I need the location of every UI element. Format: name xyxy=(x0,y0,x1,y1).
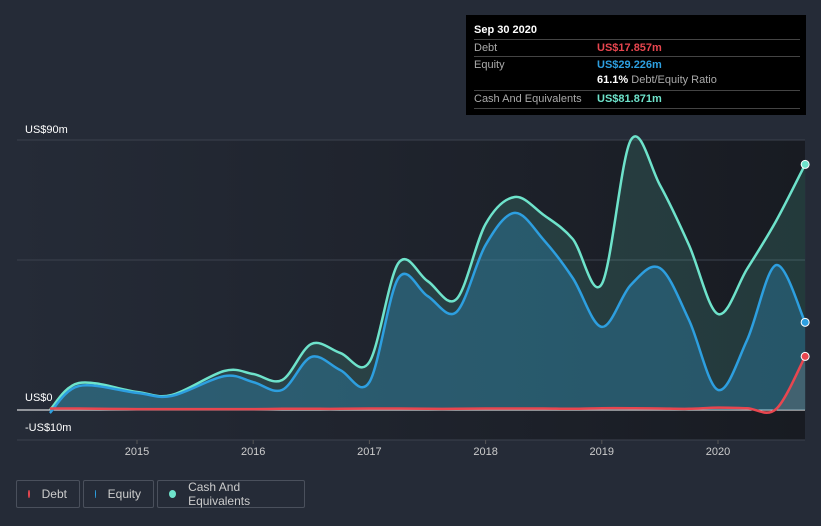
tooltip-ratio-label: Debt/Equity Ratio xyxy=(631,74,717,86)
tooltip: Sep 30 2020 Debt US$17.857m Equity US$29… xyxy=(466,15,806,115)
x-tick-label: 2017 xyxy=(357,446,382,458)
chart-canvas xyxy=(17,135,810,444)
equity-endpoint xyxy=(800,317,810,327)
equity-area xyxy=(49,212,806,413)
cash-endpoint xyxy=(800,159,810,169)
legend-item-equity[interactable]: Equity xyxy=(83,480,154,508)
legend-item-debt[interactable]: Debt xyxy=(16,480,80,508)
x-tick-label: 2016 xyxy=(240,446,266,458)
legend-item-cash[interactable]: Cash And Equivalents xyxy=(157,480,305,508)
tooltip-ratio: 61.1% Debt/Equity Ratio xyxy=(597,74,717,86)
tooltip-equity-row: Equity US$29.226m xyxy=(474,56,800,74)
x-tick-label: 2020 xyxy=(705,446,731,458)
tooltip-cash-row: Cash And Equivalents US$81.871m xyxy=(474,90,800,109)
tooltip-debt-row: Debt US$17.857m xyxy=(474,39,800,57)
legend-label: Debt xyxy=(41,487,67,501)
y-tick-label: US$0 xyxy=(25,392,53,404)
tooltip-cash-value: US$81.871m xyxy=(597,93,662,105)
equity-dot-icon xyxy=(95,490,96,498)
legend-label: Cash And Equivalents xyxy=(188,480,251,508)
x-tick-label: 2019 xyxy=(589,446,615,458)
tooltip-ratio-value: 61.1% xyxy=(597,74,629,86)
debt-line xyxy=(49,355,807,414)
tooltip-debt-label: Debt xyxy=(474,42,498,54)
plot-area xyxy=(17,140,805,440)
equity-line xyxy=(48,211,807,414)
x-tick-label: 2018 xyxy=(473,446,498,458)
x-tick-label: 2015 xyxy=(124,446,150,458)
debt-dot-icon xyxy=(28,490,30,498)
legend-label: Equity xyxy=(107,487,141,501)
y-tick-label: -US$10m xyxy=(25,422,72,434)
cash-dot-icon xyxy=(169,490,177,498)
y-tick-label: US$90m xyxy=(25,124,68,136)
cash-line xyxy=(48,135,807,411)
tooltip-date: Sep 30 2020 xyxy=(474,24,537,36)
tooltip-cash-label: Cash And Equivalents xyxy=(474,93,582,105)
tooltip-debt-value: US$17.857m xyxy=(597,42,662,54)
debt-endpoint xyxy=(800,351,810,361)
cash-area xyxy=(49,136,806,410)
tooltip-equity-value: US$29.226m xyxy=(597,59,662,71)
tooltip-equity-label: Equity xyxy=(474,59,505,71)
